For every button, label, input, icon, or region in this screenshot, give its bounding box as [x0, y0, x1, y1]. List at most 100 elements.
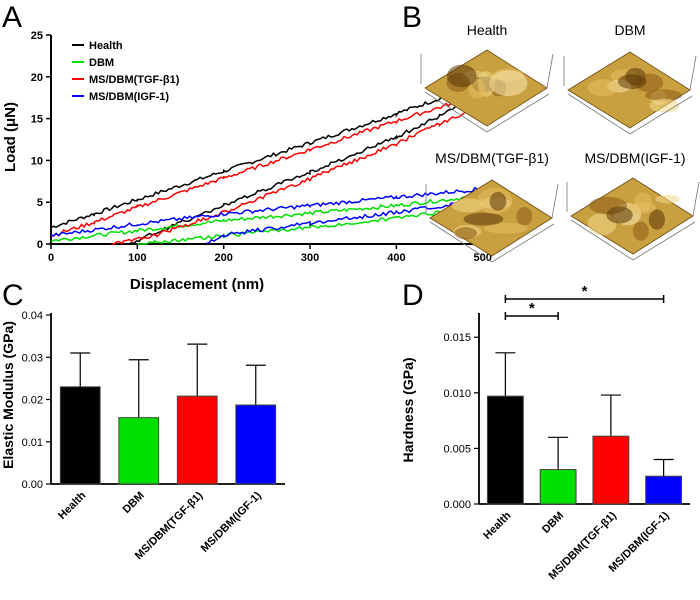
- surface-shading: [617, 74, 647, 89]
- surface-shading: [516, 206, 533, 226]
- surface-label-dbm: DBM: [614, 22, 645, 38]
- surface-plot-1: [563, 51, 697, 135]
- surface-shading: [451, 198, 485, 213]
- elastic-modulus-chart: Elastic Modulus (GPa) 0.00 0.01 0.02 0.03 0.…: [0, 310, 285, 562]
- surface-label-tgf: MS/DBM(TGF-β1): [435, 150, 549, 166]
- series-line-loading-2: [50, 91, 483, 237]
- surface-label-health: Health: [467, 22, 507, 38]
- bar-3: [235, 404, 277, 485]
- y-tick-label: 10: [31, 155, 43, 167]
- surface-shading: [468, 78, 486, 99]
- legend-label: DBM: [89, 57, 114, 69]
- surface-topography-panel: Health DBM MS/DBM(TGF-β1) MS/DBM(IGF-1): [420, 22, 700, 263]
- surface-axis: [429, 221, 493, 263]
- x-axis-label: Displacement (nm): [130, 276, 264, 293]
- series-line-unloading-3: [206, 200, 483, 244]
- surface-axis: [570, 219, 634, 261]
- panel-letter-a: A: [2, 1, 22, 34]
- y-tick-label: 0.015: [443, 332, 471, 344]
- surface-shading: [489, 191, 507, 211]
- y-tick-label: 25: [31, 30, 43, 42]
- y-tick-label: 20: [31, 72, 43, 84]
- surface-axis: [567, 93, 631, 135]
- y-axis-label: Hardness (GPa): [400, 357, 416, 462]
- series-line-loading-1: [50, 194, 484, 243]
- significance-label: *: [529, 300, 535, 317]
- surface-axis: [486, 93, 550, 133]
- surface-shading: [655, 194, 680, 204]
- bar-2: [176, 395, 218, 485]
- x-tick-label: 200: [215, 252, 233, 264]
- surface-label-igf: MS/DBM(IGF-1): [584, 150, 685, 166]
- legend-label: Health: [89, 40, 123, 52]
- series-line-unloading-1: [137, 206, 483, 245]
- y-tick-label: 0.00: [22, 479, 43, 491]
- series-line-unloading-0: [128, 88, 484, 245]
- y-axis-label: Elastic Modulus (GPa): [0, 321, 16, 469]
- x-tick-label: 500: [474, 252, 492, 264]
- hardness-chart: Hardness (GPa) 0.000 0.005 0.010 0.015 Healt…: [400, 283, 690, 582]
- bar-2: [592, 435, 630, 505]
- surface-plot-3: [566, 177, 700, 261]
- category-label: MS/DBM(IGF-1): [199, 489, 264, 554]
- legend-label: MS/DBM(IGF-1): [89, 91, 169, 103]
- surface-shading: [648, 209, 666, 230]
- surface-plot-2: [425, 179, 559, 263]
- category-label: DBM: [121, 490, 147, 516]
- y-tick-label: 0.005: [443, 443, 471, 455]
- category-label: Health: [56, 489, 88, 521]
- surface-shading: [645, 89, 682, 101]
- surface-axis: [551, 183, 559, 219]
- significance-label: *: [582, 283, 588, 300]
- y-tick-label: 0.010: [443, 388, 471, 400]
- y-tick-label: 0.02: [22, 395, 43, 407]
- y-tick-label: 0.000: [443, 499, 471, 511]
- series-line-unloading-2: [111, 105, 484, 245]
- bar-1: [118, 417, 160, 485]
- panel-letter-d: D: [402, 279, 424, 312]
- surface-shading: [606, 206, 633, 224]
- surface-shading: [628, 202, 657, 214]
- surface-base: [567, 51, 691, 129]
- surface-shading: [632, 221, 649, 241]
- surface-axis: [424, 91, 488, 133]
- surface-shading: [489, 70, 528, 96]
- surface-axis: [629, 95, 693, 135]
- x-tick-label: 0: [48, 252, 54, 264]
- bar-3: [645, 475, 683, 505]
- x-tick-label: 400: [387, 252, 405, 264]
- y-tick-label: 5: [37, 197, 43, 209]
- y-tick-label: 0.01: [22, 437, 43, 449]
- series-line-loading-3: [50, 186, 483, 238]
- panel-letter-c: C: [2, 279, 24, 312]
- bar-0: [486, 395, 524, 505]
- y-tick-label: 0.03: [22, 352, 43, 364]
- x-tick-label: 300: [301, 252, 319, 264]
- surface-shading: [463, 212, 504, 226]
- category-label: Health: [481, 509, 513, 541]
- surface-shading: [649, 98, 680, 113]
- legend-label: MS/DBM(TGF-β1): [89, 74, 180, 86]
- category-label: DBM: [540, 510, 566, 536]
- surface-shading: [454, 227, 477, 240]
- y-tick-label: 0: [37, 239, 43, 251]
- surface-shading: [587, 79, 619, 97]
- surface-axis: [491, 223, 555, 263]
- bar-1: [539, 469, 577, 505]
- panel-letter-b: B: [402, 1, 422, 34]
- surface-axis: [689, 55, 697, 91]
- surface-axis: [632, 221, 696, 261]
- x-tick-label: 100: [128, 252, 146, 264]
- surface-plot-0: [420, 49, 554, 133]
- y-tick-label: 0.04: [22, 310, 43, 322]
- load-displacement-chart: Load (μN) Displacement (nm) 0 5 10 15 20 25 0 1…: [2, 30, 500, 293]
- surface-axis: [692, 181, 700, 217]
- surface-shading: [483, 222, 528, 234]
- series-line-loading-0: [50, 82, 483, 229]
- bar-0: [59, 386, 101, 485]
- surface-axis: [546, 53, 554, 89]
- y-axis-label: Load (μN): [2, 102, 19, 172]
- y-tick-label: 15: [31, 114, 43, 126]
- surface-shading: [446, 64, 477, 88]
